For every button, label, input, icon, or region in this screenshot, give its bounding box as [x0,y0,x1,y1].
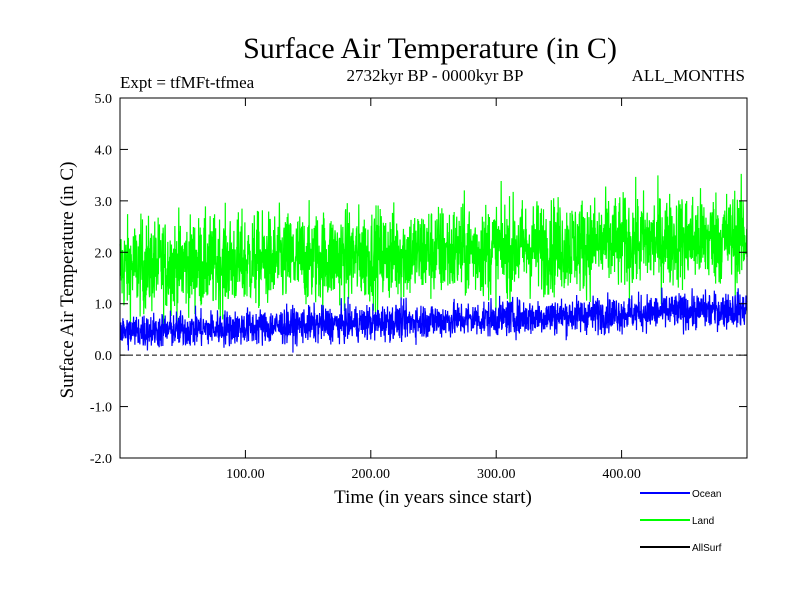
y-tick-label: -2.0 [90,452,112,467]
expt-label: Expt = tfMFt-tfmea [120,73,255,92]
series-line-ocean [119,287,748,353]
y-tick-label: 1.0 [95,298,113,313]
y-axis-label: Surface Air Temperature (in C) [57,162,78,399]
legend-label-allsurf: AllSurf [692,543,722,554]
legend-label-land: Land [692,516,714,527]
series-line-land [119,173,748,329]
y-tick-label: 3.0 [95,195,113,210]
legend-label-ocean: Ocean [692,489,721,500]
x-tick-label: 100.00 [226,467,265,482]
y-axis-ticks: -2.0 -1.0 0.0 1.0 2.0 3.0 4.0 5.0 [90,92,747,467]
y-tick-label: 5.0 [95,92,113,107]
plot-series [119,173,748,353]
x-axis-ticks: 100.00 200.00 300.00 400.00 [226,98,641,482]
y-tick-label: 4.0 [95,143,113,158]
plot-frame [119,97,748,459]
y-tick-label: -1.0 [90,401,112,416]
x-tick-label: 300.00 [477,467,516,482]
legend: Ocean Land AllSurf [640,489,722,554]
y-tick-label: 2.0 [95,246,113,261]
x-tick-label: 200.00 [352,467,391,482]
y-tick-label: 0.0 [95,349,113,364]
chart-title: Surface Air Temperature (in C) [243,32,617,65]
months-label: ALL_MONTHS [632,66,745,85]
x-tick-label: 400.00 [602,467,641,482]
x-axis-label: Time (in years since start) [334,487,532,508]
time-range-label: 2732kyr BP - 0000kyr BP [347,66,524,85]
